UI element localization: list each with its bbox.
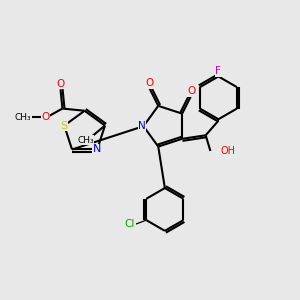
Text: Cl: Cl <box>125 219 135 229</box>
Text: F: F <box>215 66 221 76</box>
Text: O: O <box>145 78 153 88</box>
Text: O: O <box>187 86 196 96</box>
Text: O: O <box>56 79 64 89</box>
Text: CH₃: CH₃ <box>15 113 32 122</box>
Text: N: N <box>93 145 101 154</box>
Text: CH₃: CH₃ <box>77 136 94 145</box>
Text: S: S <box>61 121 68 130</box>
Text: OH: OH <box>221 146 236 156</box>
Text: N: N <box>138 121 146 131</box>
Text: O: O <box>41 112 50 122</box>
